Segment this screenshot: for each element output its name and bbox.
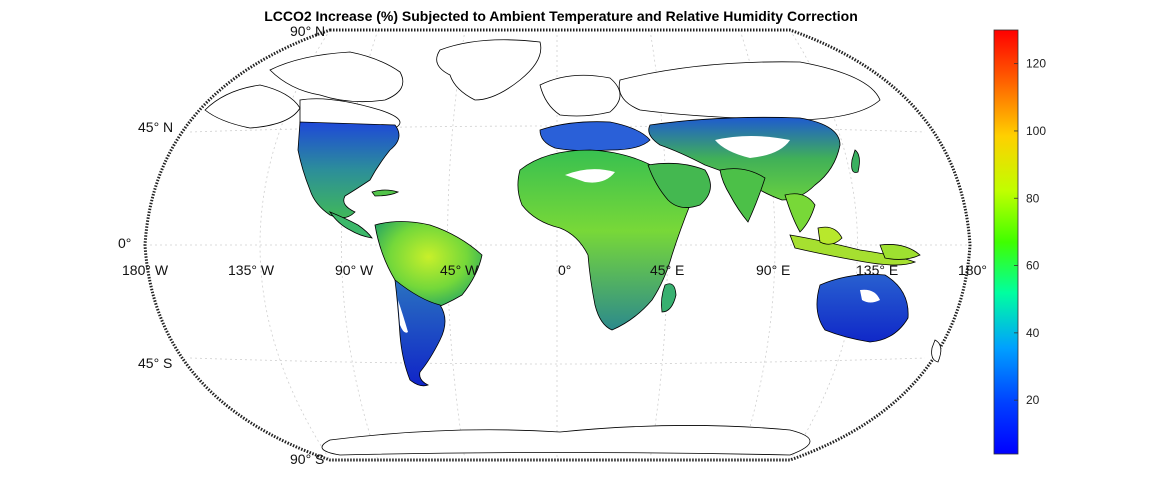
- southeast-asia: [784, 193, 816, 233]
- lon-label: 135° W: [228, 262, 275, 278]
- lon-label: 0°: [558, 262, 571, 278]
- lat-label-90s: 90° S: [290, 451, 324, 467]
- lon-label: 135° E: [856, 262, 898, 278]
- alaska: [204, 84, 301, 129]
- antarctica: [321, 425, 811, 456]
- lon-label: 45° E: [650, 262, 684, 278]
- colorbar-tick-label: 100: [1026, 124, 1046, 138]
- arctic-canada: [269, 51, 404, 103]
- andes-white: [398, 300, 408, 333]
- map-frame: [143, 28, 972, 462]
- colorbar: 20 40 60 80 100 120: [993, 29, 1046, 455]
- longitude-labels: 180° W 135° W 90° W 45° W 0° 45° E 90° E…: [122, 262, 987, 278]
- new-zealand: [931, 339, 942, 363]
- colorbar-tick-label: 20: [1026, 393, 1040, 407]
- europe: [539, 121, 651, 152]
- lat-label-45s: 45° S: [138, 355, 172, 371]
- lon-label: 180°: [958, 262, 987, 278]
- central-america: [328, 211, 373, 239]
- scandinavia: [539, 74, 621, 117]
- north-america: [297, 121, 400, 219]
- colorbar-tick-label: 80: [1026, 191, 1040, 205]
- greenland: [436, 39, 542, 101]
- siberia: [618, 61, 881, 121]
- colorbar-tick-label: 60: [1026, 259, 1040, 273]
- colorbar-gradient: [993, 29, 1019, 455]
- colorbar-tick-label: 40: [1026, 326, 1040, 340]
- arabia: [647, 162, 711, 208]
- borneo: [817, 226, 843, 245]
- japan: [851, 149, 860, 173]
- lat-label-90n: 90° N: [290, 23, 325, 39]
- south-america-south: [394, 279, 446, 387]
- north-canada: [299, 98, 401, 129]
- india: [719, 168, 766, 223]
- new-guinea: [879, 244, 921, 260]
- tibet-white: [715, 136, 790, 158]
- lon-label: 45° W: [440, 262, 479, 278]
- madagascar: [661, 283, 677, 313]
- sahara-white: [565, 169, 615, 183]
- caribbean: [371, 189, 400, 197]
- lon-label: 90° E: [756, 262, 790, 278]
- colorbar-ticks: 20 40 60 80 100 120: [1014, 57, 1046, 407]
- colorbar-tick-label: 120: [1026, 57, 1046, 71]
- lat-label-equator: 0°: [118, 235, 131, 251]
- lon-label: 90° W: [335, 262, 374, 278]
- lat-label-45n: 45° N: [138, 119, 173, 135]
- map-title: LCCO2 Increase (%) Subjected to Ambient …: [264, 8, 858, 24]
- land-layer: [204, 39, 942, 456]
- africa: [517, 149, 691, 331]
- australia-white: [860, 289, 880, 303]
- lon-label: 180° W: [122, 262, 169, 278]
- australia: [816, 274, 909, 343]
- latitude-labels: 90° N 45° N 0° 45° S 90° S: [118, 23, 325, 467]
